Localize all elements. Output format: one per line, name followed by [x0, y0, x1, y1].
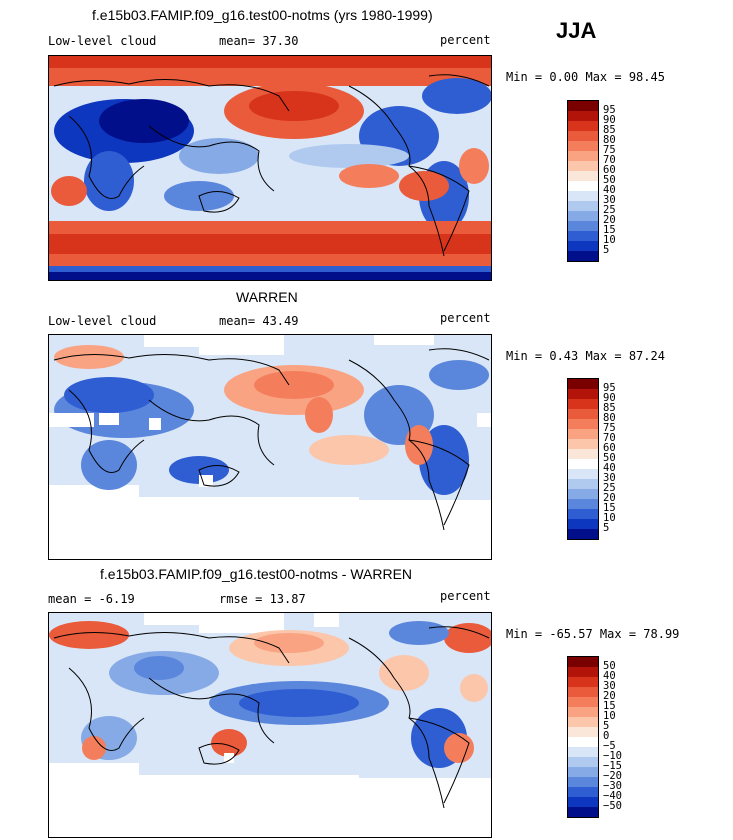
- colorbar-tick-label: −30: [603, 780, 622, 792]
- colorbar-tick-label: 5: [603, 720, 610, 732]
- colorbar-tick-label: 5: [603, 522, 610, 534]
- panel-2-colorbar-labels: 95 90 85 80 75 70 60 50 40 30 25 20 15 1…: [603, 382, 616, 534]
- colorbar-tick-label: 15: [603, 502, 616, 514]
- colorbar-tick-label: 0: [603, 730, 610, 742]
- panel-3-range: Min = -65.57 Max = 78.99: [506, 627, 680, 641]
- colorbar-tick-label: −10: [603, 750, 622, 762]
- panel-2-mean-label: mean= 43.49: [219, 314, 299, 328]
- colorbar-tick-label: 75: [603, 144, 616, 156]
- colorbar-tick-label: 15: [603, 224, 616, 236]
- panel-3-rmse-label: rmse = 13.87: [219, 592, 306, 606]
- colorbar-tick-label: 70: [603, 154, 616, 166]
- colorbar-tick-label: 85: [603, 402, 616, 414]
- colorbar-tick-label: −5: [603, 740, 616, 752]
- panel-1-units-label: percent: [440, 33, 491, 47]
- colorbar-tick-label: 30: [603, 194, 616, 206]
- colorbar-tick-label: 30: [603, 472, 616, 484]
- colorbar-tick-label: 40: [603, 184, 616, 196]
- panel-2-map: [48, 334, 492, 560]
- panel-1-colorbar: [567, 100, 599, 262]
- colorbar-tick-label: 40: [603, 462, 616, 474]
- colorbar-tick-label: 75: [603, 422, 616, 434]
- colorbar-tick-label: −20: [603, 770, 622, 782]
- panel-1-variable-label: Low-level cloud: [48, 34, 157, 48]
- panel-2-variable-label: Low-level cloud: [48, 314, 157, 328]
- panel-1-colorbar-labels: 95 90 85 80 75 70 60 50 40 30 25 20 15 1…: [603, 104, 616, 256]
- colorbar-tick-label: 10: [603, 234, 616, 246]
- colorbar-tick-label: 70: [603, 432, 616, 444]
- colorbar-tick-label: 10: [603, 512, 616, 524]
- colorbar-tick-label: 95: [603, 104, 616, 116]
- colorbar-tick-label: 50: [603, 452, 616, 464]
- colorbar-tick-label: 80: [603, 412, 616, 424]
- colorbar-tick-label: 25: [603, 482, 616, 494]
- colorbar-tick-label: −50: [603, 800, 622, 812]
- panel-1-mean-label: mean= 37.30: [219, 34, 299, 48]
- colorbar-tick-label: 25: [603, 204, 616, 216]
- colorbar-tick-label: 20: [603, 492, 616, 504]
- panel-3-colorbar-labels: 50 40 30 20 15 10 5 0 −5 −10 −15 −20 −30…: [603, 660, 622, 812]
- colorbar-tick-label: 80: [603, 134, 616, 146]
- colorbar-tick-label: 20: [603, 214, 616, 226]
- colorbar-tick-label: −40: [603, 790, 622, 802]
- colorbar-tick-label: 90: [603, 114, 616, 126]
- colorbar-tick-label: 60: [603, 164, 616, 176]
- panel-2-title: WARREN: [236, 289, 298, 305]
- colorbar-tick-label: 95: [603, 382, 616, 394]
- colorbar-tick-label: −15: [603, 760, 622, 772]
- panel-2-range: Min = 0.43 Max = 87.24: [506, 349, 665, 363]
- colorbar-tick-label: 90: [603, 392, 616, 404]
- colorbar-tick-label: 15: [603, 700, 616, 712]
- colorbar-tick-label: 10: [603, 710, 616, 722]
- colorbar-tick-label: 30: [603, 680, 616, 692]
- colorbar-tick-label: 20: [603, 690, 616, 702]
- panel-1-range: Min = 0.00 Max = 98.45: [506, 70, 665, 84]
- colorbar-tick-label: 60: [603, 442, 616, 454]
- season-label: JJA: [556, 18, 597, 43]
- colorbar-tick-label: 5: [603, 244, 610, 256]
- panel-3-map: [48, 612, 492, 838]
- panel-3-colorbar: [567, 656, 599, 818]
- panel-3-title: f.e15b03.FAMIP.f09_g16.test00-notms - WA…: [100, 566, 413, 582]
- colorbar-tick-label: 50: [603, 174, 616, 186]
- colorbar-tick-label: 85: [603, 124, 616, 136]
- colorbar-tick-label: 40: [603, 670, 616, 682]
- panel-2-colorbar: [567, 378, 599, 540]
- panel-3-mean-label: mean = -6.19: [48, 592, 135, 606]
- panel-2-units-label: percent: [440, 311, 491, 325]
- panel-1-map: [48, 55, 492, 281]
- colorbar-tick-label: 50: [603, 660, 616, 672]
- panel-3-units-label: percent: [440, 589, 491, 603]
- panel-1-title: f.e15b03.FAMIP.f09_g16.test00-notms (yrs…: [92, 7, 433, 23]
